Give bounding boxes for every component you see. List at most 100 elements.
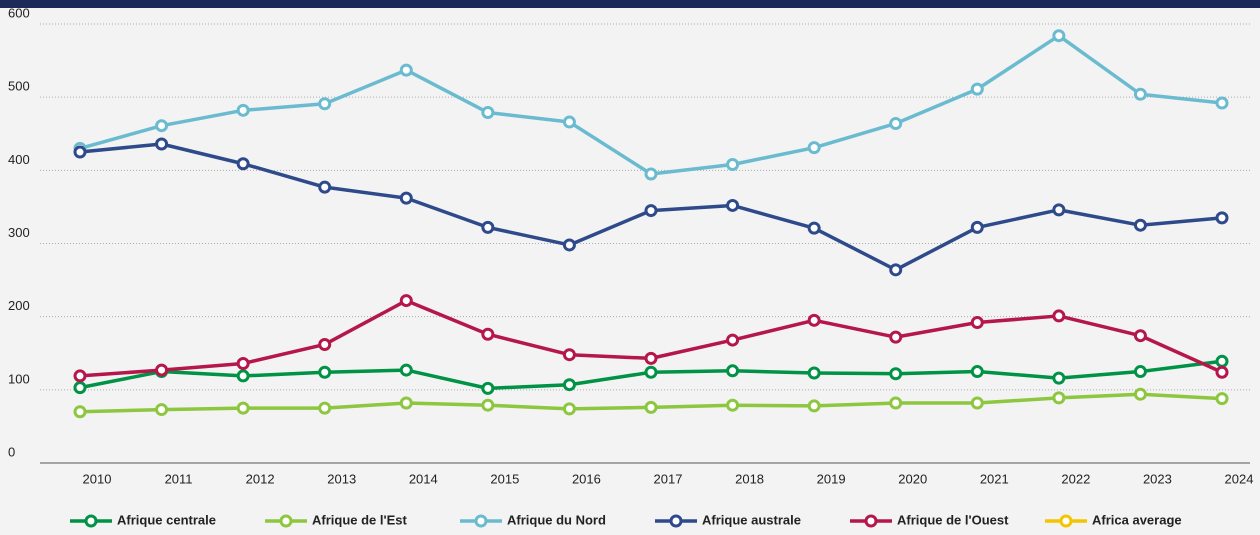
- point-marker: [1215, 96, 1229, 110]
- x-tick-label: 2015: [490, 471, 519, 486]
- point-marker: [399, 363, 413, 377]
- point-marker: [236, 401, 250, 415]
- point-marker: [318, 180, 332, 194]
- point-marker: [1133, 365, 1147, 379]
- point-marker: [1133, 87, 1147, 101]
- point-marker: [644, 365, 658, 379]
- x-tick-label: 2011: [165, 471, 193, 486]
- point-marker: [562, 348, 576, 362]
- x-tick-label: 2012: [246, 471, 275, 486]
- point-marker: [155, 137, 169, 151]
- point-marker: [644, 400, 658, 414]
- point-marker: [481, 220, 495, 234]
- y-tick-label: 200: [8, 298, 30, 313]
- point-marker: [970, 396, 984, 410]
- point-marker: [236, 103, 250, 117]
- point-marker: [889, 367, 903, 381]
- point-marker: [644, 204, 658, 218]
- x-tick-label: 2023: [1143, 471, 1172, 486]
- point-marker: [318, 365, 332, 379]
- y-tick-label: 400: [8, 152, 30, 167]
- point-marker: [644, 167, 658, 181]
- point-marker: [1133, 218, 1147, 232]
- x-tick-label: 2016: [572, 471, 601, 486]
- y-tick-label: 600: [8, 5, 30, 20]
- legend-marker: [1059, 514, 1073, 528]
- legend-marker: [279, 514, 293, 528]
- point-marker: [318, 337, 332, 351]
- point-marker: [807, 141, 821, 155]
- point-marker: [970, 82, 984, 96]
- point-marker: [562, 115, 576, 129]
- point-marker: [1052, 391, 1066, 405]
- point-marker: [1215, 365, 1229, 379]
- y-tick-label: 300: [8, 225, 30, 240]
- point-marker: [1215, 211, 1229, 225]
- x-tick-label: 2024: [1225, 471, 1254, 486]
- point-marker: [399, 396, 413, 410]
- x-tick-label: 2021: [980, 471, 1009, 486]
- point-marker: [726, 398, 740, 412]
- point-marker: [73, 369, 87, 383]
- point-marker: [889, 330, 903, 344]
- x-tick-label: 2017: [654, 471, 683, 486]
- point-marker: [73, 405, 87, 419]
- point-marker: [889, 263, 903, 277]
- point-marker: [726, 157, 740, 171]
- point-marker: [318, 97, 332, 111]
- legend-marker: [669, 514, 683, 528]
- point-marker: [889, 396, 903, 410]
- legend-label: Africa average: [1092, 512, 1182, 527]
- point-marker: [970, 220, 984, 234]
- point-marker: [399, 63, 413, 77]
- point-marker: [889, 117, 903, 131]
- point-marker: [236, 369, 250, 383]
- point-marker: [155, 363, 169, 377]
- y-tick-label: 100: [8, 371, 30, 386]
- point-marker: [1052, 371, 1066, 385]
- point-marker: [1052, 309, 1066, 323]
- point-marker: [562, 238, 576, 252]
- point-marker: [807, 366, 821, 380]
- point-marker: [970, 316, 984, 330]
- point-marker: [155, 119, 169, 133]
- legend-marker: [864, 514, 878, 528]
- point-marker: [807, 313, 821, 327]
- x-tick-label: 2022: [1061, 471, 1090, 486]
- legend-label: Afrique de l'Est: [312, 512, 407, 527]
- point-marker: [481, 106, 495, 120]
- legend-label: Afrique centrale: [117, 512, 216, 527]
- point-marker: [318, 401, 332, 415]
- point-marker: [970, 365, 984, 379]
- point-marker: [1133, 329, 1147, 343]
- point-marker: [1052, 203, 1066, 217]
- point-marker: [1133, 387, 1147, 401]
- point-marker: [562, 378, 576, 392]
- legend-marker: [474, 514, 488, 528]
- point-marker: [1052, 29, 1066, 43]
- legend-label: Afrique australe: [702, 512, 801, 527]
- point-marker: [644, 351, 658, 365]
- point-marker: [726, 198, 740, 212]
- y-tick-label: 500: [8, 79, 30, 94]
- point-marker: [807, 399, 821, 413]
- x-tick-label: 2018: [735, 471, 764, 486]
- legend-label: Afrique du Nord: [507, 512, 606, 527]
- point-marker: [236, 157, 250, 171]
- point-marker: [399, 294, 413, 308]
- point-marker: [726, 333, 740, 347]
- point-marker: [807, 221, 821, 235]
- y-tick-label: 0: [8, 444, 15, 459]
- x-tick-label: 2010: [83, 471, 112, 486]
- x-tick-label: 2014: [409, 471, 438, 486]
- x-tick-label: 2013: [327, 471, 356, 486]
- point-marker: [73, 145, 87, 159]
- point-marker: [1215, 392, 1229, 406]
- point-marker: [1215, 354, 1229, 368]
- point-marker: [399, 191, 413, 205]
- legend-marker: [84, 514, 98, 528]
- point-marker: [481, 381, 495, 395]
- point-marker: [562, 402, 576, 416]
